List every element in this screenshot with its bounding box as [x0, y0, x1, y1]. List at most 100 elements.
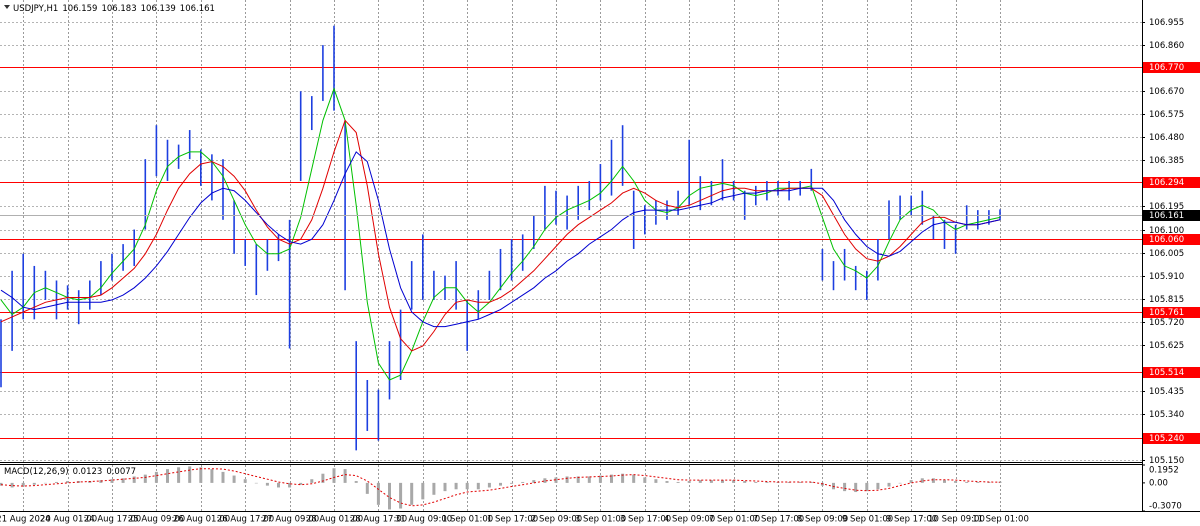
macd-bar — [865, 482, 869, 492]
x-tick-label: 7 Sep 17:00 — [753, 515, 804, 525]
x-tick-label: 25 Aug 09:00 — [128, 515, 185, 525]
x-tick-label: 24 Aug 17:00 — [84, 515, 141, 525]
macd-bar — [465, 482, 469, 490]
y-tick-label: 105.340 — [1149, 410, 1184, 420]
level-label-box — [1143, 234, 1200, 245]
macd-signal-value: 0.0077 — [106, 467, 136, 477]
macd-signal-line — [0, 468, 1001, 507]
y-tick-label: 105.910 — [1149, 272, 1184, 282]
macd-bar — [177, 467, 181, 483]
y-tick-label: 106.385 — [1149, 156, 1184, 166]
y-tick-label: 105.815 — [1149, 295, 1184, 305]
macd-bar — [943, 480, 946, 483]
macd-bar — [376, 482, 380, 505]
macd-bar — [265, 482, 269, 486]
x-tick-label: 9 Sep 17:00 — [886, 515, 937, 525]
x-tick-label: 11 Sep 01:00 — [972, 515, 1029, 525]
macd-bar — [732, 480, 736, 483]
y-tick-label: 105.720 — [1149, 318, 1184, 328]
x-tick-label: 2 Sep 09:00 — [531, 515, 582, 525]
x-tick-label: 21 Aug 2020 — [0, 515, 51, 525]
macd-bar — [166, 469, 169, 483]
macd-bar — [421, 482, 425, 500]
macd-bar — [487, 482, 491, 488]
x-tick-label: 10 Sep 09:00 — [928, 515, 985, 525]
macd-bar — [809, 481, 813, 483]
level-label-box — [1143, 433, 1200, 444]
level-label-box — [1143, 307, 1200, 318]
macd-bar — [99, 480, 103, 483]
macd-bar — [66, 481, 70, 483]
x-tick-label: 8 Sep 09:00 — [797, 515, 848, 525]
macd-bar — [188, 466, 192, 483]
x-tick-label: 31 Aug 09:00 — [395, 515, 452, 525]
marks-layer — [0, 25, 1142, 510]
macd-bar — [931, 478, 935, 483]
macd-bar — [665, 481, 669, 483]
macd-bar — [576, 476, 580, 483]
macd-bar — [299, 482, 303, 485]
level-label-box — [1143, 62, 1200, 73]
macd-bar — [920, 478, 924, 483]
y-tick-label: 106.860 — [1149, 41, 1184, 51]
x-tick-label: 3 Sep 17:00 — [620, 515, 671, 525]
macd-bar — [55, 481, 58, 483]
x-tick-label: 26 Aug 17:00 — [217, 515, 274, 525]
x-tick-label: 1 Sep 01:00 — [442, 515, 493, 525]
macd-tick-label: 0.00 — [1149, 478, 1168, 488]
macd-bar — [288, 482, 292, 488]
macd-bar — [199, 467, 203, 483]
macd-bar — [343, 469, 347, 483]
macd-bar — [254, 482, 258, 484]
x-tick-label: 9 Sep 01:00 — [842, 515, 893, 525]
moving-average-line — [0, 151, 1001, 328]
macd-bar — [743, 481, 747, 483]
level-label: 105.240 — [1149, 434, 1184, 444]
symbol-icon — [4, 5, 10, 9]
macd-bar — [365, 482, 369, 494]
open-price: 106.159 — [62, 4, 97, 14]
y-tick-label: 105.625 — [1149, 341, 1184, 351]
y-tick-label: 106.100 — [1149, 226, 1184, 236]
last-price-box — [1143, 210, 1200, 221]
macd-bar — [898, 482, 902, 484]
macd-bar — [476, 482, 480, 490]
macd-bar — [676, 481, 680, 483]
macd-bar — [709, 480, 713, 483]
macd-bar — [154, 471, 158, 483]
x-tick-label: 26 Aug 01:00 — [173, 515, 230, 525]
y-tick-label: 106.005 — [1149, 249, 1184, 259]
macd-bar — [854, 482, 858, 493]
macd-bar — [388, 482, 391, 510]
high-price: 106.183 — [101, 4, 136, 14]
macd-bar — [32, 482, 36, 485]
macd-bar — [754, 481, 758, 483]
macd-tick-label: -0.3070 — [1149, 502, 1182, 512]
macd-bar — [654, 479, 658, 483]
y-tick-label: 106.670 — [1149, 87, 1184, 97]
macd-bar — [621, 473, 625, 483]
macd-bar — [632, 474, 636, 483]
macd-value: 0.0123 — [73, 467, 103, 477]
macd-bar — [598, 475, 602, 483]
chart-header: USDJPY,H1 106.159 106.183 106.139 106.161 — [13, 4, 215, 14]
macd-bar — [610, 474, 613, 483]
macd-bar — [110, 479, 114, 483]
macd-bar — [243, 479, 247, 483]
macd-bar — [565, 476, 569, 483]
macd-bar — [976, 481, 980, 483]
symbol: USDJPY,H1 — [13, 4, 58, 14]
y-tick-label: 105.435 — [1149, 387, 1184, 397]
macd-bar — [454, 482, 458, 490]
macd-bar — [232, 475, 236, 483]
macd-bar — [10, 482, 14, 488]
y-tick-label: 106.480 — [1149, 133, 1184, 143]
level-label-box — [1143, 177, 1200, 188]
macd-bar — [443, 482, 447, 492]
macd-bar — [543, 478, 547, 483]
macd-bar — [521, 481, 525, 483]
macd-bar — [399, 482, 403, 509]
